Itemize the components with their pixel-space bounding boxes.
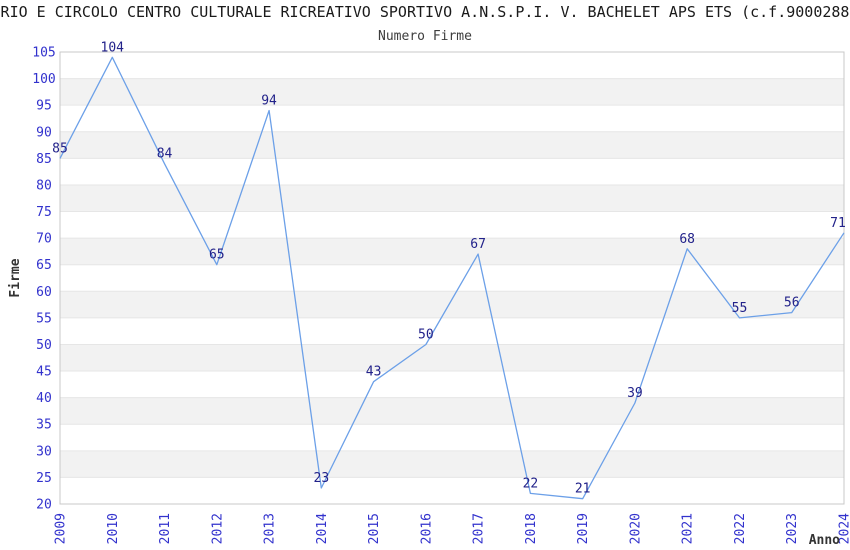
y-tick-label: 35 [36,418,52,433]
y-tick-label: 85 [36,152,52,167]
x-tick-label: 2024 [838,513,850,544]
chart-title-row: ORIO E CIRCOLO CENTRO CULTURALE RICREATI… [0,3,850,21]
grid-band [60,291,844,318]
chart-title: ORIO E CIRCOLO CENTRO CULTURALE RICREATI… [0,3,850,21]
y-tick-label: 20 [36,498,52,513]
y-tick-label: 50 [36,338,52,353]
y-tick-label: 25 [36,471,52,486]
data-point-label: 68 [679,232,695,247]
x-tick-label: 2010 [106,513,121,544]
y-tick-label: 75 [36,205,52,220]
data-point-label: 85 [52,141,68,156]
data-point-label: 84 [157,147,173,162]
y-tick-label: 100 [32,72,55,87]
grid-band [60,78,844,106]
y-tick-label: 60 [36,285,52,300]
x-tick-label: 2013 [263,513,278,544]
data-point-label: 50 [418,327,434,342]
grid-band [60,184,844,212]
chart-subtitle: Numero Firme [378,29,472,44]
x-tick-label: 2017 [472,513,487,544]
data-point-label: 23 [314,471,330,486]
y-tick-label: 45 [36,365,52,380]
data-point-label: 67 [470,237,486,252]
grid-band [60,344,844,372]
x-tick-label: 2021 [681,513,696,544]
x-axis-title: Anno [809,533,840,548]
data-point-label: 71 [830,216,846,231]
y-tick-label: 65 [36,258,52,273]
x-tick-label: 2019 [576,513,591,544]
x-tick-label: 2022 [733,513,748,544]
data-point-label: 65 [209,248,225,263]
x-tick-label: 2016 [419,513,434,544]
data-point-label: 94 [261,93,277,108]
data-point-label: 21 [575,482,591,497]
x-tick-label: 2012 [210,513,225,544]
y-tick-label: 95 [36,99,52,114]
x-tick-label: 2023 [785,513,800,544]
data-point-label: 43 [366,365,382,380]
x-tick-label: 2018 [524,513,539,544]
x-tick-label: 2009 [54,513,69,544]
x-tick-label: 2015 [367,513,382,544]
y-tick-label: 70 [36,232,52,247]
y-axis-title: Firme [8,258,23,297]
grid-band [60,397,844,425]
y-tick-label: 30 [36,444,52,459]
data-point-label: 104 [101,40,125,55]
line-series [59,56,845,500]
x-tick-label: 2020 [628,513,643,544]
grid-band [60,450,844,478]
x-tick-label: 2011 [158,513,173,544]
grid-band [60,131,844,159]
y-tick-label: 80 [36,178,52,193]
y-tick-label: 105 [32,46,55,61]
data-point-label: 56 [784,296,800,311]
data-point-label: 39 [627,386,643,401]
data-point-label: 22 [523,476,539,491]
y-tick-label: 55 [36,311,52,326]
y-tick-label: 90 [36,125,52,140]
plot-layer: 2025303540455055606570758085909510010520… [32,40,850,544]
x-tick-label: 2014 [315,513,330,544]
grid-band [60,238,844,265]
y-tick-label: 40 [36,391,52,406]
plot-border [59,51,845,505]
data-point-label: 55 [732,301,748,316]
